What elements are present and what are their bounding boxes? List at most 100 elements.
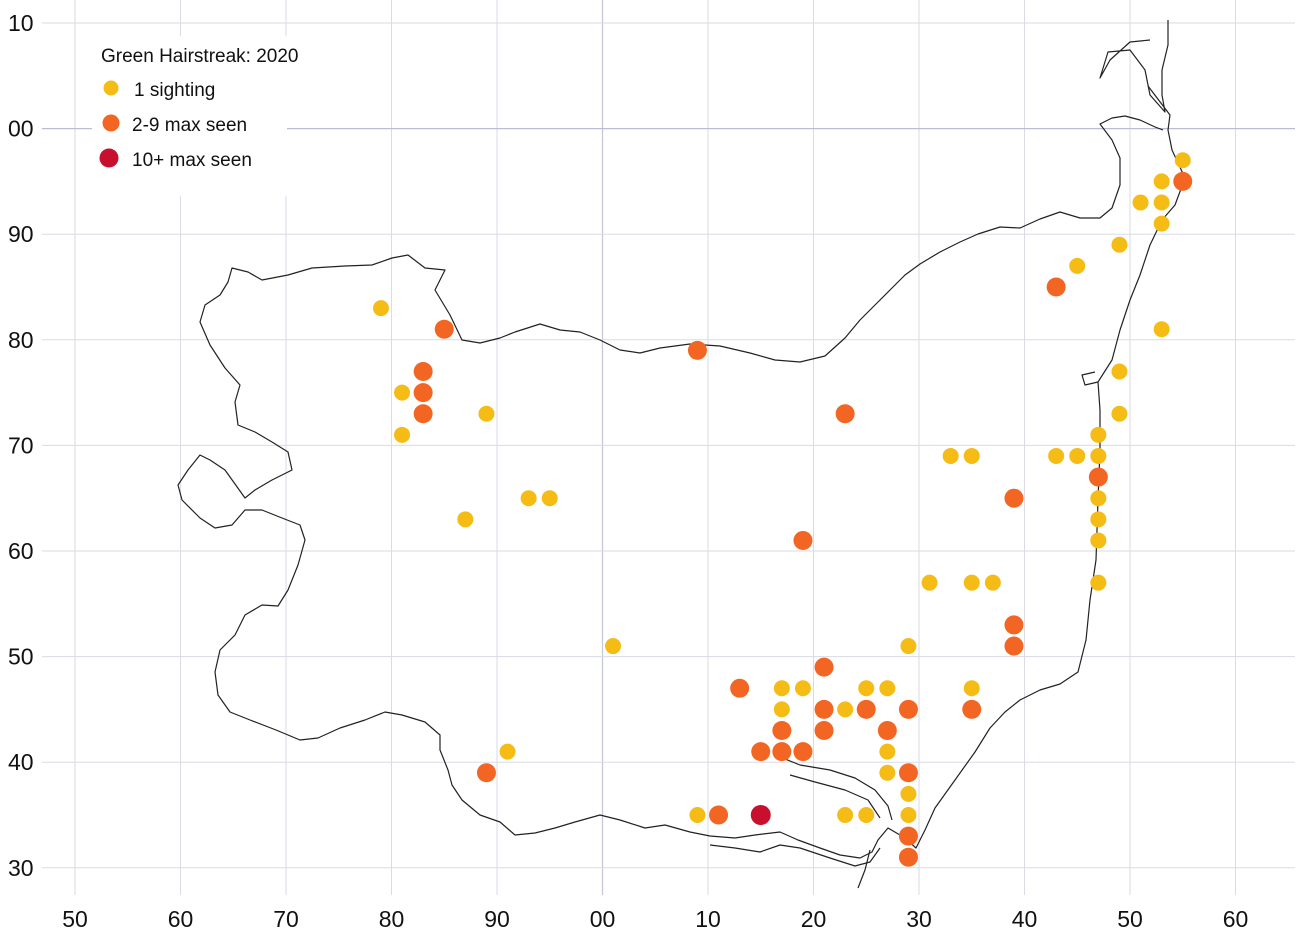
sighting-point-1-sighting bbox=[837, 701, 854, 718]
y-tick-label: 80 bbox=[8, 327, 34, 353]
sighting-point-2-9-max-seen bbox=[751, 742, 771, 762]
sighting-point-1-sighting bbox=[794, 680, 811, 697]
sighting-point-2-9-max-seen bbox=[413, 361, 433, 381]
sighting-point-2-9-max-seen bbox=[898, 826, 918, 846]
sighting-point-2-9-max-seen bbox=[687, 340, 707, 360]
sighting-point-2-9-max-seen bbox=[898, 763, 918, 783]
sighting-point-1-sighting bbox=[394, 426, 411, 443]
sighting-point-2-9-max-seen bbox=[1088, 467, 1108, 487]
legend-label-2-9: 2-9 max seen bbox=[132, 115, 247, 136]
legend-label-10plus: 10+ max seen bbox=[132, 150, 252, 171]
county-boundary bbox=[177, 20, 1186, 889]
sighting-point-1-sighting bbox=[1069, 447, 1086, 464]
sighting-point-1-sighting bbox=[1090, 426, 1107, 443]
sighting-point-1-sighting bbox=[879, 680, 896, 697]
sighting-point-1-sighting bbox=[879, 743, 896, 760]
legend-marker-2-9 bbox=[102, 114, 120, 132]
y-tick-label: 10 bbox=[8, 10, 34, 36]
sighting-point-1-sighting bbox=[773, 680, 790, 697]
sighting-point-1-sighting bbox=[858, 680, 875, 697]
sighting-point-2-9-max-seen bbox=[793, 530, 813, 550]
x-tick-label: 40 bbox=[1012, 906, 1038, 932]
sighting-point-1-sighting bbox=[900, 638, 917, 655]
sighting-point-1-sighting bbox=[520, 490, 537, 507]
legend-background bbox=[92, 36, 287, 196]
y-tick-label: 50 bbox=[8, 644, 34, 670]
coast-south bbox=[857, 849, 871, 889]
sighting-point-1-sighting bbox=[1174, 152, 1191, 169]
x-tick-label: 60 bbox=[1223, 906, 1249, 932]
sighting-point-1-sighting bbox=[963, 680, 980, 697]
sighting-point-1-sighting bbox=[900, 785, 917, 802]
sighting-point-2-9-max-seen bbox=[814, 699, 834, 719]
grid-lines bbox=[42, 0, 1295, 895]
sighting-point-1-sighting bbox=[1069, 257, 1086, 274]
legend-marker-1-sighting bbox=[103, 80, 119, 96]
sighting-point-1-sighting bbox=[457, 511, 474, 528]
sighting-point-2-9-max-seen bbox=[434, 319, 454, 339]
x-tick-label: 20 bbox=[801, 906, 827, 932]
x-tick-label: 60 bbox=[168, 906, 194, 932]
sighting-point-1-sighting bbox=[1090, 574, 1107, 591]
y-tick-label: 00 bbox=[8, 116, 34, 142]
sighting-point-1-sighting bbox=[1132, 194, 1149, 211]
sighting-point-1-sighting bbox=[858, 807, 875, 823]
sighting-point-2-9-max-seen bbox=[1004, 636, 1024, 656]
sighting-point-1-sighting bbox=[1090, 490, 1107, 507]
sighting-point-1-sighting bbox=[1090, 532, 1107, 549]
legend-marker-10plus bbox=[99, 148, 119, 168]
sighting-point-1-sighting bbox=[1111, 363, 1128, 380]
sighting-point-1-sighting bbox=[689, 807, 706, 823]
sighting-point-1-sighting bbox=[963, 447, 980, 464]
sighting-point-2-9-max-seen bbox=[413, 383, 433, 403]
north-coastline bbox=[1099, 20, 1169, 113]
sighting-point-2-9-max-seen bbox=[898, 847, 918, 867]
x-tick-label: 50 bbox=[1117, 906, 1143, 932]
y-tick-label: 70 bbox=[8, 432, 34, 458]
sighting-point-2-9-max-seen bbox=[814, 721, 834, 741]
east-inlet bbox=[1081, 371, 1099, 386]
sighting-point-2-9-max-seen bbox=[814, 657, 834, 677]
sighting-point-2-9-max-seen bbox=[793, 742, 813, 762]
sighting-point-1-sighting bbox=[1153, 321, 1170, 338]
sighting-point-1-sighting bbox=[837, 807, 854, 823]
sighting-point-2-9-max-seen bbox=[898, 699, 918, 719]
sighting-point-1-sighting bbox=[984, 574, 1001, 591]
sighting-point-1-sighting bbox=[1111, 236, 1128, 253]
sighting-point-2-9-max-seen bbox=[856, 699, 876, 719]
sighting-point-1-sighting bbox=[1048, 447, 1065, 464]
sighting-point-1-sighting bbox=[900, 807, 917, 823]
x-tick-label: 50 bbox=[62, 906, 88, 932]
y-tick-label: 60 bbox=[8, 538, 34, 564]
y-tick-label: 30 bbox=[8, 855, 34, 881]
sighting-point-2-9-max-seen bbox=[476, 763, 496, 783]
sighting-point-1-sighting bbox=[394, 384, 411, 401]
sighting-point-2-9-max-seen bbox=[877, 721, 897, 741]
sighting-point-2-9-max-seen bbox=[730, 678, 750, 698]
river-estuary-2 bbox=[789, 774, 881, 819]
sighting-point-1-sighting bbox=[1153, 194, 1170, 211]
sighting-point-1-sighting bbox=[1153, 173, 1170, 190]
sighting-point-2-9-max-seen bbox=[1004, 488, 1024, 508]
legend-title: Green Hairstreak: 2020 bbox=[101, 46, 299, 67]
sighting-point-1-sighting bbox=[499, 743, 516, 760]
y-tick-label: 90 bbox=[8, 221, 34, 247]
sighting-point-1-sighting bbox=[921, 574, 938, 591]
boundary-outline bbox=[177, 85, 1186, 859]
sighting-point-1-sighting bbox=[1153, 215, 1170, 232]
x-tick-label: 30 bbox=[906, 906, 932, 932]
x-tick-label: 70 bbox=[273, 906, 299, 932]
sighting-point-1-sighting bbox=[541, 490, 558, 507]
river-estuary bbox=[774, 754, 893, 821]
sighting-point-2-9-max-seen bbox=[1173, 171, 1193, 191]
x-tick-label: 80 bbox=[379, 906, 405, 932]
estuary-line bbox=[709, 844, 881, 867]
sighting-point-2-9-max-seen bbox=[962, 699, 982, 719]
sighting-point-1-sighting bbox=[605, 638, 622, 655]
sighting-point-2-9-max-seen bbox=[1004, 615, 1024, 635]
sighting-point-2-9-max-seen bbox=[772, 721, 792, 741]
sighting-point-2-9-max-seen bbox=[709, 805, 729, 825]
x-tick-label: 90 bbox=[484, 906, 510, 932]
sighting-point-1-sighting bbox=[1111, 405, 1128, 422]
